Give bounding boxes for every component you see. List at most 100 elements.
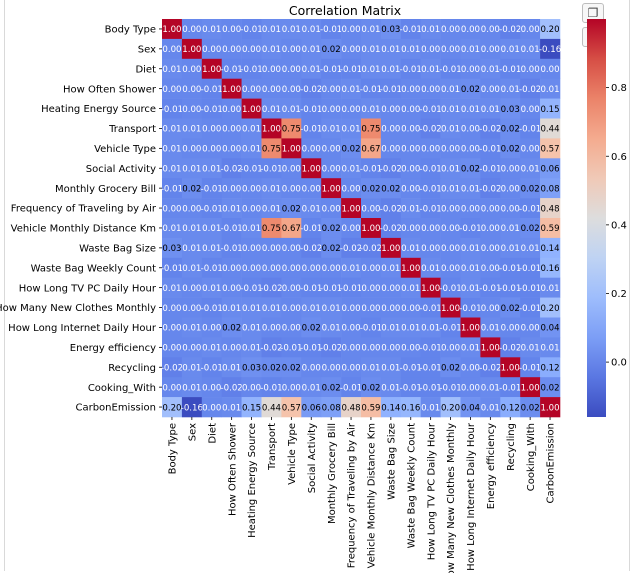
heatmap-cell-value: -0.01: [240, 284, 262, 294]
heatmap-cell-value: 0.08: [322, 403, 341, 413]
y-tick-label: Waste Bag Size: [79, 243, 156, 254]
heatmap-cell-value: 0.02: [521, 403, 540, 413]
heatmap-cell: [460, 98, 481, 119]
heatmap-cell: [281, 58, 302, 79]
heatmap-cell-value: 0.02: [282, 204, 301, 214]
heatmap-cell: [460, 38, 481, 60]
heatmap-cell-value: 0.00: [322, 85, 341, 95]
heatmap-cell: [181, 237, 203, 259]
heatmap-cell: [261, 397, 282, 418]
heatmap-cell-value: 0.00: [441, 145, 460, 155]
heatmap-cell: [520, 98, 541, 119]
heatmap-cell: [162, 178, 183, 199]
x-tick-label: How Long TV PC Daily Hour: [426, 422, 437, 560]
heatmap-cell-value: 0.01: [341, 164, 360, 174]
heatmap-cell-value: 1.00: [481, 344, 500, 354]
heatmap-cell-value: 0.12: [540, 363, 559, 373]
heatmap-cell-value: 0.01: [222, 304, 241, 314]
heatmap-cell: [420, 38, 441, 60]
heatmap-cell-value: 0.00: [381, 304, 400, 314]
heatmap-cell: [241, 19, 262, 40]
heatmap-cell-value: 0.01: [242, 304, 261, 314]
heatmap-cell-value: 0.00: [242, 383, 261, 393]
heatmap-cell-value: -0.01: [479, 284, 501, 294]
heatmap-cell: [181, 98, 203, 119]
heatmap-cell-value: 0.01: [182, 224, 201, 234]
heatmap-cell-value: -0.01: [420, 105, 442, 115]
heatmap-cell: [361, 178, 382, 199]
heatmap-cell-value: -0.01: [201, 204, 223, 214]
heatmap-cell-value: 0.00: [282, 164, 301, 174]
heatmap-cell-value: 0.00: [341, 25, 360, 35]
heatmap-cell-value: 0.00: [341, 45, 360, 55]
heatmap-cell-value: 1.00: [540, 403, 559, 413]
heatmap-cell: [460, 58, 481, 79]
heatmap-cell: [261, 118, 282, 139]
heatmap-cell-value: 0.00: [182, 145, 201, 155]
heatmap-cell-value: 0.00: [361, 344, 380, 354]
heatmap-cell: [440, 218, 461, 239]
heatmap-cell: [301, 257, 322, 278]
heatmap-cell: [241, 337, 262, 358]
heatmap-cell-value: 0.01: [421, 65, 440, 75]
heatmap-cell-value: 0.16: [540, 264, 559, 274]
heatmap-cell-value: 0.00: [401, 105, 420, 115]
heatmap-cell: [380, 297, 402, 318]
heatmap-cell-value: 0.00: [521, 65, 540, 75]
heatmap-cell-value: 0.20: [540, 25, 559, 35]
heatmap-cell: [301, 158, 322, 179]
heatmap-cell-value: 0.00: [282, 184, 301, 194]
heatmap-cell-value: -0.01: [201, 264, 223, 274]
heatmap-cell-value: 0.00: [481, 85, 500, 95]
heatmap-cell-value: -0.02: [380, 224, 402, 234]
heatmap-cell: [460, 337, 481, 358]
heatmap-cell-value: 0.01: [262, 184, 281, 194]
heatmap-cell: [341, 19, 362, 40]
heatmap-cell: [301, 178, 322, 199]
x-tick-label: Social Activity: [307, 423, 318, 493]
heatmap-cell-value: 0.01: [401, 324, 420, 334]
heatmap-cell: [321, 19, 342, 40]
heatmap-cell-value: -0.01: [400, 25, 422, 35]
heatmap-cell-value: 0.00: [302, 145, 321, 155]
heatmap-cell: [440, 198, 461, 219]
heatmap-cell-value: -0.01: [300, 224, 322, 234]
heatmap-cell: [420, 98, 441, 119]
heatmap-cell-value: 0.20: [540, 304, 559, 314]
heatmap-cell-value: 0.02: [461, 85, 480, 95]
heatmap-cell: [440, 58, 461, 79]
heatmap-cell-value: 0.01: [381, 324, 400, 334]
heatmap-cell-value: 0.01: [182, 125, 201, 135]
heatmap-cell-value: 0.00: [481, 224, 500, 234]
heatmap-cell: [321, 38, 342, 60]
heatmap-cell: [540, 257, 561, 278]
x-tick-label: Frequency of Traveling by Air: [347, 422, 358, 568]
y-tick-label: Energy efficiency: [70, 343, 156, 354]
heatmap-cell-value: 0.01: [182, 164, 201, 174]
heatmap-cell: [400, 118, 421, 139]
heatmap-cell-value: 0.00: [341, 224, 360, 234]
heatmap-cell: [380, 19, 402, 40]
heatmap-cell: [221, 78, 242, 99]
heatmap-cell: [162, 58, 183, 79]
x-tick-label: How Long Internet Daily Hour: [466, 422, 477, 571]
heatmap-cell-value: 0.01: [202, 164, 221, 174]
heatmap-cell: [281, 257, 302, 278]
heatmap-cell-value: 0.01: [262, 304, 281, 314]
heatmap-cell: [361, 98, 382, 119]
heatmap-cell: [162, 397, 183, 418]
chart-title: Correlation Matrix: [289, 3, 401, 18]
heatmap-cell-value: -0.01: [420, 344, 442, 354]
heatmap-cell-value: 1.00: [162, 25, 181, 35]
heatmap-cell: [201, 397, 222, 418]
heatmap-cell: [201, 138, 222, 159]
heatmap-cell-value: 0.01: [162, 164, 181, 174]
heatmap-cell-value: 0.00: [182, 65, 201, 75]
heatmap-cell-value: 1.00: [302, 164, 321, 174]
heatmap-cell: [301, 58, 322, 79]
heatmap-cell-value: 0.02: [441, 363, 460, 373]
heatmap-cell-value: 0.01: [540, 284, 559, 294]
heatmap-cell-value: 0.00: [162, 344, 181, 354]
heatmap-cell-value: 1.00: [501, 363, 520, 373]
heatmap-cell-value: 0.01: [341, 85, 360, 95]
